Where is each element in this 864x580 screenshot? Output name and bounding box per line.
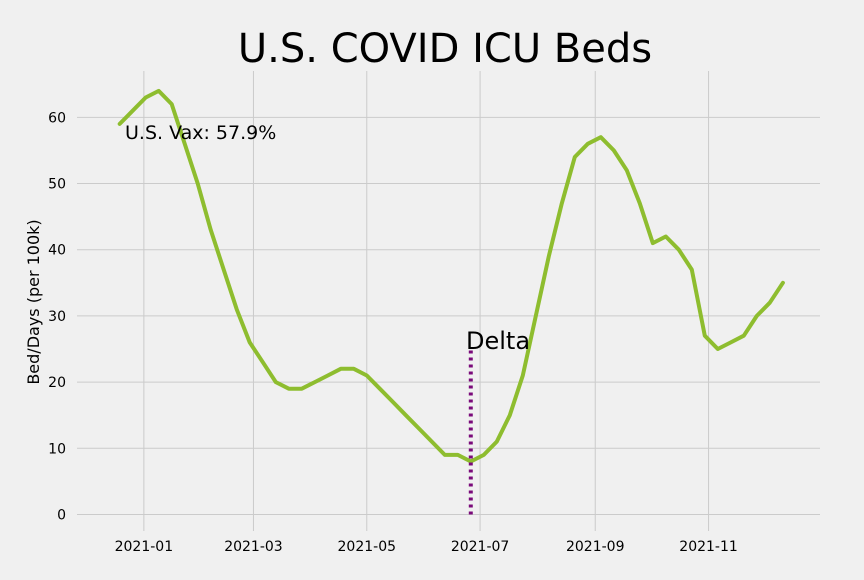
x-tick-label: 2021-09 [566,539,625,555]
data-point [599,135,603,139]
delta-annotation: Delta [466,327,530,355]
data-point [742,334,746,338]
data-point [781,281,785,285]
data-point [495,440,499,444]
data-point [235,307,239,311]
data-point [222,268,226,272]
vax-annotation: U.S. Vax: 57.9% [125,122,276,144]
data-point [209,228,213,232]
x-tick-label: 2021-01 [115,539,174,555]
data-point [547,254,551,258]
data-point [391,400,395,404]
data-point [508,413,512,417]
x-tick-label: 2021-03 [224,539,283,555]
data-point [274,380,278,384]
data-point [417,426,421,430]
data-point [755,314,759,318]
data-point [638,201,642,205]
y-axis-label: Bed/Days (per 100k) [24,219,43,384]
data-point [443,453,447,457]
data-point [157,89,161,93]
data-point [352,367,356,371]
data-point [118,122,122,126]
data-point [729,340,733,344]
x-axis-ticks: 2021-01 2021-03 2021-05 2021-07 2021-09 2021-… [115,539,738,555]
data-point [703,334,707,338]
y-tick-label: 50 [48,177,66,193]
x-tick-label: 2021-07 [451,539,510,555]
y-tick-label: 40 [48,243,66,259]
data-point [612,148,616,152]
data-point [521,373,525,377]
x-tick-label: 2021-11 [679,539,738,555]
y-tick-label: 60 [48,110,66,126]
y-tick-label: 30 [48,309,66,325]
data-point [170,102,174,106]
y-tick-label: 10 [48,441,66,457]
data-point [339,367,343,371]
data-point [196,182,200,186]
data-point [404,413,408,417]
data-point [430,440,434,444]
series-line [117,88,785,464]
data-point [378,387,382,391]
data-point [768,301,772,305]
data-point [326,373,330,377]
data-point [573,155,577,159]
data-point [586,142,590,146]
data-point [300,387,304,391]
grid-lines [77,71,820,531]
data-point [664,234,668,238]
data-point [534,314,538,318]
data-point [677,248,681,252]
data-point [144,95,148,99]
y-tick-label: 0 [57,507,66,523]
y-tick-label: 20 [48,375,66,391]
data-point [287,387,291,391]
data-point [560,201,564,205]
data-point [651,241,655,245]
x-tick-label: 2021-05 [338,539,397,555]
data-point [625,168,629,172]
chart-title: U.S. COVID ICU Beds [238,26,652,72]
data-point [716,347,720,351]
y-axis-ticks: 0 10 20 30 40 50 60 [48,110,66,523]
data-point [248,340,252,344]
data-point [261,360,265,364]
data-point [482,453,486,457]
series-layer [117,88,785,464]
data-point [690,268,694,272]
data-point [456,453,460,457]
data-point [131,109,135,113]
data-point [365,373,369,377]
data-point [313,380,317,384]
